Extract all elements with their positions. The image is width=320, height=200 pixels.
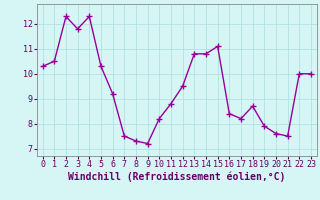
X-axis label: Windchill (Refroidissement éolien,°C): Windchill (Refroidissement éolien,°C)	[68, 172, 285, 182]
